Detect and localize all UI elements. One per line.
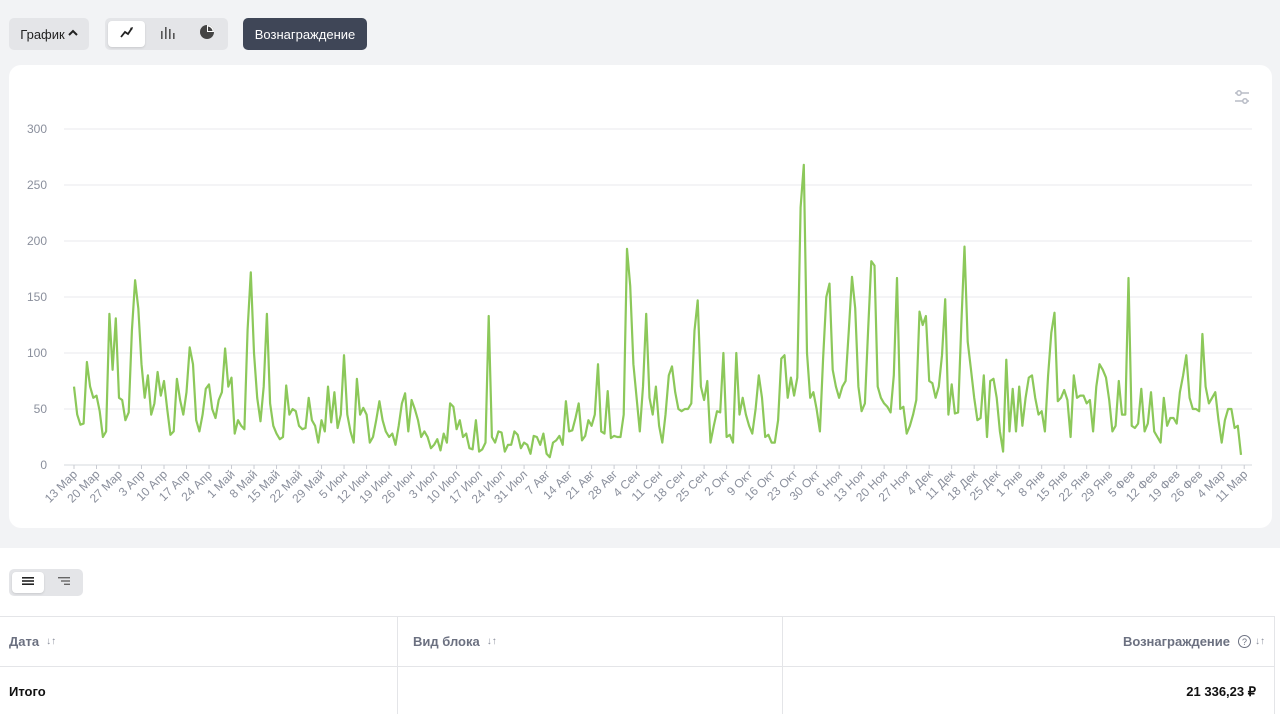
table-section: Дата ↓↑ Вид блока ↓↑ Вознаграждение ? ↓↑…	[0, 548, 1280, 714]
reward-column-header[interactable]: Вознаграждение ? ↓↑	[783, 617, 1275, 666]
list-icon	[21, 574, 35, 592]
line-chart-icon	[119, 25, 135, 44]
chart-toggle-label: График	[20, 26, 65, 42]
y-tick-label: 0	[40, 458, 47, 472]
help-icon[interactable]: ?	[1238, 635, 1251, 648]
tree-view-option[interactable]	[48, 572, 80, 593]
chart-card: 0 50 100 150 200 250 300 13 Мар 20 Мар 27 Мар 3 Ап…	[9, 65, 1272, 528]
date-header-label: Дата	[9, 634, 40, 649]
table-view-toggle	[9, 569, 83, 596]
y-tick-label: 100	[27, 346, 47, 360]
y-tick-label: 300	[27, 122, 47, 136]
chevron-up-icon	[67, 28, 78, 40]
y-tick-label: 150	[27, 290, 47, 304]
total-row: Итого 21 336,23 ₽	[0, 667, 1275, 714]
tree-list-icon	[57, 574, 71, 592]
sort-icon: ↓↑	[46, 636, 57, 647]
chart-type-selector	[105, 18, 228, 50]
pie-chart-option[interactable]	[188, 21, 225, 47]
stats-table: Дата ↓↑ Вид блока ↓↑ Вознаграждение ? ↓↑…	[0, 616, 1275, 714]
date-column-header[interactable]: Дата ↓↑	[0, 617, 398, 666]
line-chart-option[interactable]	[108, 21, 145, 47]
table-header-row: Дата ↓↑ Вид блока ↓↑ Вознаграждение ? ↓↑	[0, 617, 1275, 667]
reward-button[interactable]: Вознаграждение	[243, 18, 367, 50]
reward-header-label: Вознаграждение	[1122, 634, 1230, 649]
pie-chart-icon	[199, 24, 215, 45]
total-value: 21 336,23 ₽	[783, 667, 1275, 714]
chart-toggle-button[interactable]: График	[9, 18, 89, 50]
y-tick-label: 250	[27, 178, 47, 192]
block-type-column-header[interactable]: Вид блока ↓↑	[398, 617, 783, 666]
total-block-cell	[398, 667, 783, 714]
block-type-header-label: Вид блока	[413, 634, 480, 649]
y-tick-label: 50	[34, 402, 48, 416]
bar-chart-option[interactable]	[148, 21, 185, 47]
y-tick-label: 200	[27, 234, 47, 248]
chart-settings-icon[interactable]	[1232, 87, 1252, 107]
series-line	[72, 163, 1243, 459]
bar-chart-icon	[159, 25, 175, 44]
sort-icon: ↓↑	[1255, 636, 1265, 647]
total-label: Итого	[0, 667, 398, 714]
sort-icon: ↓↑	[486, 636, 497, 647]
flat-view-option[interactable]	[12, 572, 44, 593]
